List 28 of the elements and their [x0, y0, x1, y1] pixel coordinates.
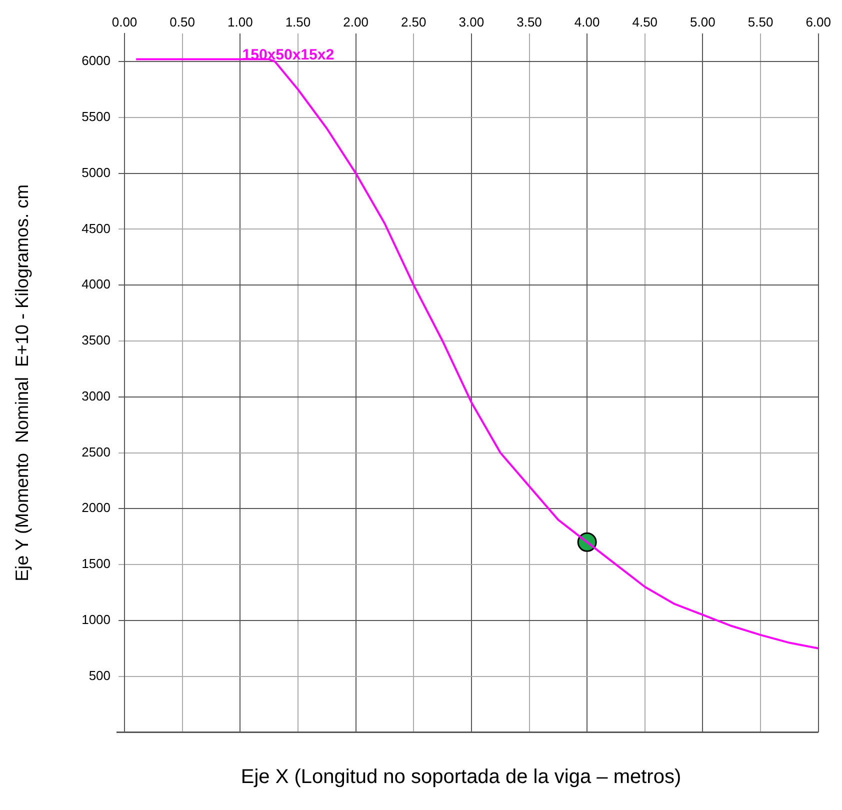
- y-tick-label: 500: [88, 668, 111, 683]
- x-tick-label: 1.00: [228, 14, 253, 30]
- y-tick-label: 4000: [82, 276, 111, 292]
- x-tick-label: 5.50: [748, 14, 774, 30]
- y-tick-label: 3000: [82, 388, 111, 404]
- x-tick-label: 2.50: [400, 14, 426, 30]
- x-tick-label: 5.00: [690, 14, 716, 30]
- x-tick-label: 0.50: [170, 14, 195, 30]
- y-tick-label: 6000: [82, 53, 111, 68]
- annotation: 150x50x15x2: [242, 46, 334, 64]
- x-axis-title: Eje X (Longitud no soportada de la viga – metros): [240, 766, 682, 789]
- x-tick-label: 0.00: [112, 14, 138, 30]
- x-tick-label: 1.50: [285, 14, 311, 30]
- x-tick-label: 6.00: [806, 14, 832, 30]
- x-tick-label: 4.50: [632, 14, 658, 30]
- y-tick-label: 2000: [82, 500, 111, 516]
- y-tick-label: 3500: [82, 332, 111, 348]
- x-tick-label: 3.00: [458, 14, 484, 30]
- y-tick-label: 4500: [82, 220, 111, 236]
- x-tick-label: 4.00: [574, 14, 600, 30]
- y-tick-label: 5000: [82, 164, 111, 180]
- y-tick-label: 2500: [82, 444, 111, 460]
- x-tick-label: 2.00: [343, 14, 368, 30]
- y-tick-label: 5500: [82, 109, 111, 124]
- x-tick-label: 3.50: [516, 14, 542, 30]
- y-tick-label: 1500: [82, 556, 111, 572]
- y-axis-title: Eje Y (Momento Nominal E+10 - Kilogramos. cm: [12, 184, 32, 582]
- y-tick-label: 1000: [82, 612, 111, 627]
